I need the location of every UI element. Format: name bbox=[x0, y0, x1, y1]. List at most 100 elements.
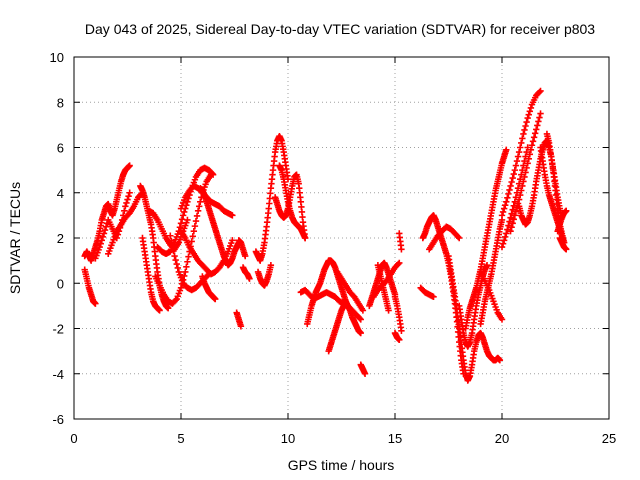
series-arc-15 bbox=[235, 237, 249, 260]
data-point bbox=[516, 191, 524, 199]
data-point bbox=[207, 171, 215, 178]
data-point bbox=[123, 199, 130, 207]
data-point bbox=[509, 220, 516, 227]
data-point bbox=[523, 118, 530, 126]
data-point bbox=[526, 108, 534, 115]
data-point bbox=[181, 208, 188, 216]
data-point bbox=[185, 253, 192, 260]
data-point bbox=[524, 114, 531, 122]
data-point bbox=[177, 220, 185, 227]
series-arc-32 bbox=[396, 230, 405, 253]
data-point bbox=[356, 315, 363, 322]
x-tick-label: 0 bbox=[70, 431, 77, 446]
data-point bbox=[395, 260, 402, 268]
data-point bbox=[229, 237, 236, 244]
data-point bbox=[456, 234, 463, 242]
data-point bbox=[500, 205, 508, 212]
data-point bbox=[430, 293, 437, 301]
data-point bbox=[174, 264, 181, 272]
data-point bbox=[101, 226, 109, 234]
data-point bbox=[512, 194, 520, 201]
data-point bbox=[524, 144, 531, 151]
data-point bbox=[181, 272, 188, 280]
data-point bbox=[537, 87, 544, 95]
data-point bbox=[195, 203, 203, 210]
y-tick-label: 10 bbox=[50, 50, 64, 65]
data-point bbox=[537, 110, 544, 117]
data-point bbox=[529, 138, 537, 145]
y-tick-label: 8 bbox=[57, 95, 64, 110]
data-point bbox=[190, 228, 198, 235]
data-point bbox=[521, 157, 528, 165]
data-point bbox=[98, 237, 106, 244]
data-point bbox=[518, 139, 525, 147]
series-arc-29 bbox=[374, 261, 392, 314]
data-point bbox=[509, 174, 516, 182]
data-point bbox=[156, 307, 163, 314]
data-point bbox=[188, 238, 195, 245]
data-point bbox=[505, 222, 512, 229]
series-arc-25 bbox=[334, 268, 367, 314]
data-point bbox=[100, 230, 108, 237]
data-point bbox=[536, 88, 543, 96]
series-arc-30 bbox=[391, 293, 405, 334]
data-point bbox=[396, 259, 403, 267]
data-point bbox=[496, 356, 504, 364]
x-tick-label: 5 bbox=[177, 431, 184, 446]
data-point bbox=[184, 258, 191, 265]
data-point bbox=[506, 218, 513, 225]
y-tick-label: 2 bbox=[57, 231, 64, 246]
data-point bbox=[92, 300, 99, 307]
data-point bbox=[398, 246, 405, 253]
data-point bbox=[499, 240, 507, 247]
x-tick-label: 15 bbox=[388, 431, 402, 446]
series-arc-48 bbox=[556, 234, 570, 253]
data-point bbox=[510, 170, 517, 178]
data-point bbox=[502, 233, 509, 241]
data-point bbox=[179, 212, 187, 219]
data-point bbox=[183, 263, 190, 271]
data-point bbox=[301, 234, 309, 242]
data-point bbox=[505, 190, 512, 198]
data-point bbox=[514, 185, 522, 192]
data-point bbox=[509, 206, 516, 213]
series-arc-21 bbox=[276, 162, 309, 242]
data-point bbox=[507, 228, 514, 235]
data-point bbox=[385, 307, 392, 314]
data-point bbox=[526, 151, 534, 158]
data-point bbox=[534, 122, 541, 129]
data-point bbox=[519, 135, 526, 142]
y-tick-label: 0 bbox=[57, 276, 64, 291]
data-point bbox=[515, 180, 523, 187]
data-point bbox=[513, 189, 521, 196]
data-point bbox=[527, 146, 535, 153]
data-point bbox=[168, 237, 175, 245]
chart-title: Day 043 of 2025, Sidereal Day-to-day VTE… bbox=[85, 21, 595, 37]
series-arc-31 bbox=[391, 329, 403, 344]
data-point bbox=[512, 162, 520, 169]
y-axis-label: SDTVAR / TECUs bbox=[7, 182, 23, 294]
data-point bbox=[504, 226, 511, 233]
data-point bbox=[499, 208, 507, 216]
series-arc-12 bbox=[177, 228, 236, 278]
data-point bbox=[514, 153, 522, 160]
data-point bbox=[503, 146, 510, 153]
series-arc-01 bbox=[81, 162, 133, 264]
series-arc-43 bbox=[507, 110, 544, 235]
data-point bbox=[122, 203, 129, 210]
y-tick-label: -2 bbox=[52, 322, 64, 337]
data-point bbox=[191, 222, 199, 230]
data-point bbox=[178, 216, 186, 223]
data-point bbox=[99, 233, 107, 241]
series-arc-23 bbox=[304, 257, 364, 337]
data-point bbox=[528, 142, 536, 149]
data-point bbox=[510, 216, 517, 223]
data-point bbox=[535, 118, 542, 125]
data-point bbox=[176, 224, 184, 231]
data-point bbox=[525, 111, 532, 118]
data-point bbox=[523, 164, 530, 172]
data-point bbox=[126, 189, 133, 196]
data-point bbox=[454, 233, 462, 241]
data-point bbox=[172, 256, 179, 264]
